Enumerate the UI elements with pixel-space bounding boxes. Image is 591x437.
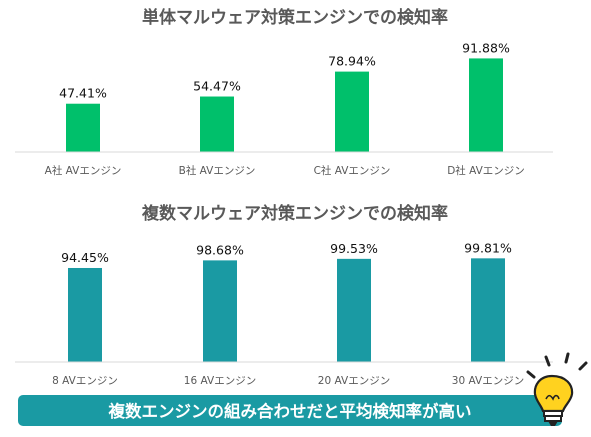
value-label-2-2: 98.68% [196,242,244,257]
banner-background [18,395,562,426]
bar-2-1 [68,267,102,362]
value-label-1-3: 78.94% [328,54,376,69]
bar-1-1 [66,103,100,152]
bar-1-3 [335,71,369,152]
category-label-1-1: A社 AVエンジン [45,164,122,177]
value-label-2-4: 99.81% [464,240,512,255]
bar-1-2 [200,96,234,152]
lightbulb-icon [526,352,588,426]
value-label-1-4: 91.88% [462,40,510,55]
category-label-2-3: 20 AVエンジン [318,375,390,387]
chart-1-title: 単体マルウェア対策エンジンでの検知率 [142,7,448,28]
category-label-2-1: 8 AVエンジン [52,375,118,387]
bar-2-4 [471,258,505,362]
bar-2-3 [337,258,371,362]
chart-multi-engine: 複数マルウェア対策エンジンでの検知率 94.45% 98.68% 99.53% 99.… [15,203,553,387]
value-label-1-1: 47.41% [59,86,107,101]
chart-2-title: 複数マルウェア対策エンジンでの検知率 [141,203,448,224]
category-label-1-2: B社 AVエンジン [179,164,256,177]
summary-banner: 複数エンジンの組み合わせだと平均検知率が高い [18,395,562,426]
category-label-2-4: 30 AVエンジン [452,375,524,387]
banner-text: 複数エンジンの組み合わせだと平均検知率が高い [108,401,472,421]
value-label-2-1: 94.45% [61,250,109,265]
chart-single-engine: 単体マルウェア対策エンジンでの検知率 47.41% 54.47% 78.94% 91.… [15,7,553,177]
category-label-1-4: D社 AVエンジン [447,164,525,177]
bar-2-2 [203,260,237,362]
category-label-1-3: C社 AVエンジン [314,164,391,177]
value-label-2-3: 99.53% [330,241,378,256]
bar-1-4 [469,58,503,152]
category-label-2-2: 16 AVエンジン [184,375,256,387]
value-label-1-2: 54.47% [193,79,241,94]
